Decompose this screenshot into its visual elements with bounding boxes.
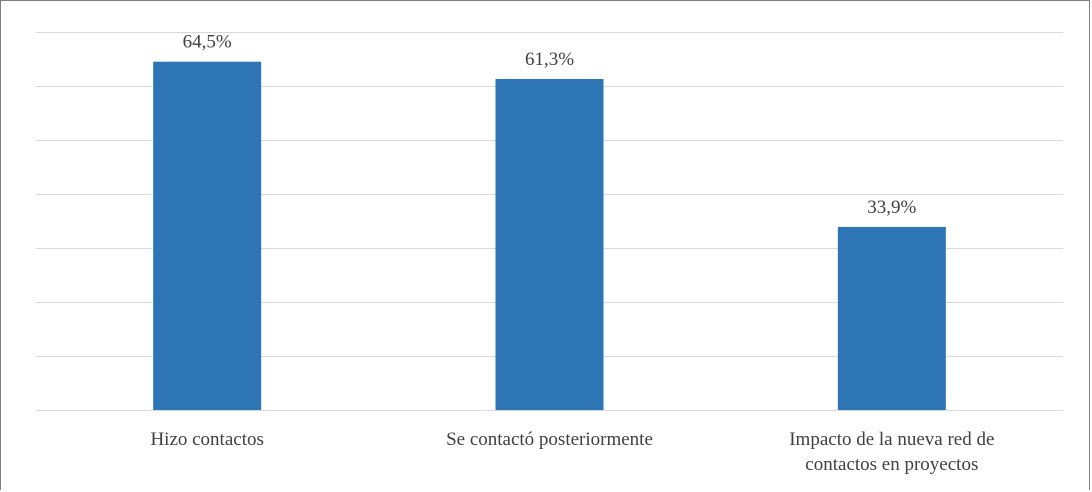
category-label: Hizo contactos xyxy=(150,429,263,450)
category-label: Se contactó posteriormente xyxy=(446,429,653,450)
category-label: contactos en proyectos xyxy=(805,454,978,475)
bar-2 xyxy=(495,78,604,410)
bar-value-labels: 64,5% 61,3% 33,9% xyxy=(183,32,917,218)
bar-value-label: 61,3% xyxy=(525,49,574,70)
bar-1 xyxy=(153,61,262,410)
category-label: Impacto de la nueva red de xyxy=(789,429,994,450)
category-labels: Hizo contactos Se contactó posteriormente… xyxy=(150,429,994,475)
bars xyxy=(153,61,946,410)
bar-value-label: 64,5% xyxy=(183,32,232,53)
bar-value-label: 33,9% xyxy=(867,197,916,218)
bar-3 xyxy=(837,226,946,410)
